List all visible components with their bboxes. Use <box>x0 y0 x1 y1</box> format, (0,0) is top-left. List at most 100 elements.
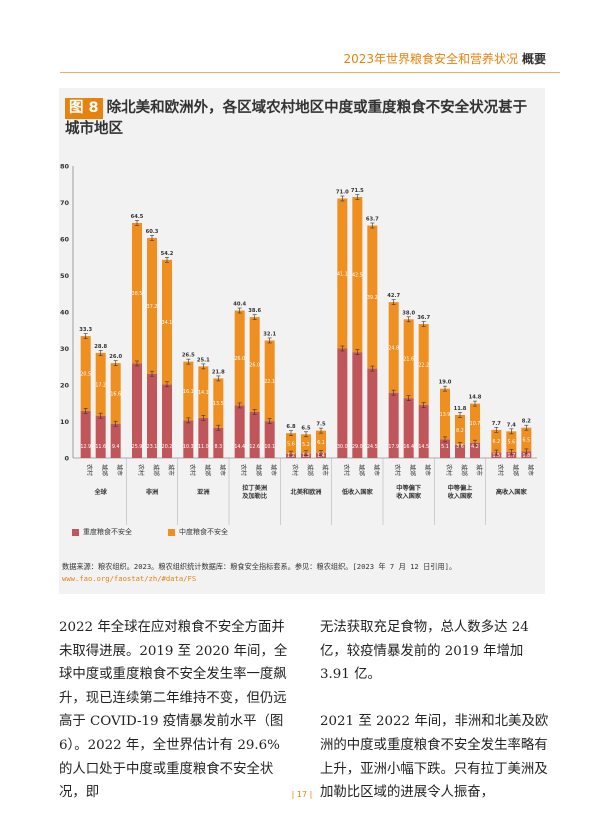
bar-severe <box>367 368 378 458</box>
y-tick-label: 70 <box>60 199 70 207</box>
running-header: 2023年世界粮食安全和营养状况 概要 <box>0 44 604 74</box>
y-tick-label: 20 <box>60 382 70 390</box>
data-label-moderate: 10.7 <box>470 421 481 427</box>
bar-moderate <box>352 197 363 353</box>
legend-label-moderate: 中度粮食不安全 <box>179 528 228 536</box>
data-label-total: 60.3 <box>146 229 159 235</box>
legend-swatch-moderate <box>168 528 175 536</box>
bar-moderate <box>198 366 209 418</box>
body-paragraph: 无法获取充足食物，总人数多达 24 亿，较疫情暴发前的 2019 年增加 3.9… <box>320 620 529 683</box>
bar-moderate <box>249 317 260 413</box>
group-label: 低收入国家 <box>341 488 374 496</box>
y-tick-label: 0 <box>64 455 69 463</box>
data-label-moderate: 26.0 <box>249 363 260 369</box>
source-link[interactable]: www.fao.org/faostat/zh/#data/FS <box>62 574 197 583</box>
data-label-severe: 1.5 <box>493 453 501 459</box>
data-label-moderate: 21.6 <box>403 357 414 363</box>
x-tick-label: 城郊 <box>409 464 417 476</box>
data-label-total: 25.1 <box>197 357 210 363</box>
data-label-moderate: 5.6 <box>287 441 295 447</box>
data-label-severe: 5.1 <box>441 444 449 450</box>
data-label-moderate: 6.2 <box>493 439 501 445</box>
data-label-total: 36.7 <box>417 315 430 321</box>
source-text: 数据来源：粮农组织。2023。粮农组织统计数据库：粮食安全指标套系。参见：粮农组… <box>62 562 457 571</box>
bar-severe <box>418 405 429 458</box>
legend-item-moderate: 中度粮食不安全 <box>168 527 228 537</box>
bar-severe <box>337 348 348 458</box>
data-label-total: 14.8 <box>469 395 482 401</box>
data-label-moderate: 24.8 <box>388 345 399 351</box>
y-tick-label: 80 <box>60 163 70 171</box>
bar-severe <box>147 373 157 458</box>
bar-moderate <box>183 361 194 421</box>
bar-moderate <box>418 324 429 406</box>
x-tick-label: 农村 <box>496 464 504 476</box>
bar-severe <box>352 352 363 458</box>
data-label-severe: 14.5 <box>418 444 429 450</box>
data-label-severe: 3.6 <box>456 444 464 450</box>
bar-severe <box>264 421 275 458</box>
data-label-total: 71.0 <box>336 189 349 195</box>
bar-moderate <box>286 433 296 454</box>
x-tick-label: 城市 <box>167 464 175 476</box>
body-column-right: 无法获取充足食物，总人数多达 24 亿，较疫情暴发前的 2019 年增加 3.9… <box>320 616 550 805</box>
x-tick-label: 城市 <box>321 464 329 476</box>
data-label-moderate: 5.2 <box>302 442 310 448</box>
data-label-total: 54.2 <box>161 251 174 257</box>
bar-moderate <box>316 430 326 453</box>
data-label-severe: 11.0 <box>198 444 209 450</box>
bar-moderate <box>337 198 348 349</box>
bar-moderate <box>234 310 245 406</box>
bar-moderate <box>301 434 311 454</box>
x-tick-label: 农村 <box>86 464 94 476</box>
bar-moderate <box>95 352 106 416</box>
x-tick-label: 城郊 <box>101 464 109 476</box>
data-label-moderate: 13.5 <box>213 401 224 407</box>
y-tick-label: 60 <box>60 236 70 244</box>
data-label-total: 63.7 <box>366 216 379 222</box>
data-label-severe: 4.2 <box>471 444 479 450</box>
bar-moderate <box>132 222 142 364</box>
data-label-moderate: 41.1 <box>337 271 348 277</box>
y-tick-label: 50 <box>60 272 70 280</box>
bar-moderate <box>388 302 399 393</box>
data-label-total: 21.8 <box>212 369 225 375</box>
data-label-moderate: 22.1 <box>264 379 275 385</box>
data-label-severe: 12.9 <box>80 444 91 450</box>
group-label: 及加勒比 <box>242 492 267 500</box>
x-tick-label: 城郊 <box>152 464 160 476</box>
stacked-bar-chart: 01020304050607080百分比12.920.533.3农村11.617… <box>60 163 537 525</box>
bar-moderate <box>147 237 157 374</box>
x-tick-label: 城市 <box>372 464 380 476</box>
x-tick-label: 城市 <box>424 464 432 476</box>
data-label-moderate: 6.1 <box>317 440 325 446</box>
bar-moderate <box>491 429 502 453</box>
bar-severe <box>234 405 245 458</box>
data-label-total: 7.4 <box>507 422 517 428</box>
data-label-severe: 8.3 <box>215 444 223 450</box>
data-label-total: 26.5 <box>182 353 195 359</box>
data-label-severe: 20.2 <box>162 444 173 450</box>
bar-moderate <box>367 225 378 369</box>
x-tick-label: 农村 <box>394 464 402 476</box>
data-label-severe: 1.2 <box>287 453 295 459</box>
bar-moderate <box>213 378 224 428</box>
bar-moderate <box>506 431 517 452</box>
x-tick-label: 农村 <box>291 464 299 476</box>
bar-severe <box>455 444 465 458</box>
data-label-severe: 1.7 <box>508 453 516 459</box>
data-label-total: 8.2 <box>522 419 532 425</box>
x-tick-label: 城市 <box>116 464 124 476</box>
data-label-moderate: 42.5 <box>352 273 363 279</box>
running-header-title: 2023年世界粮食安全和营养状况 概要 <box>343 52 546 66</box>
bar-moderate <box>80 336 91 411</box>
data-label-total: 6.8 <box>286 424 296 430</box>
data-label-severe: 24.5 <box>367 444 378 450</box>
bar-severe <box>506 451 517 458</box>
data-label-total: 7.5 <box>316 422 326 428</box>
bar-severe <box>470 442 480 458</box>
data-label-moderate: 16.1 <box>183 389 194 395</box>
bar-severe <box>403 398 414 458</box>
bar-severe <box>162 384 172 458</box>
data-label-moderate: 6.5 <box>523 438 531 444</box>
